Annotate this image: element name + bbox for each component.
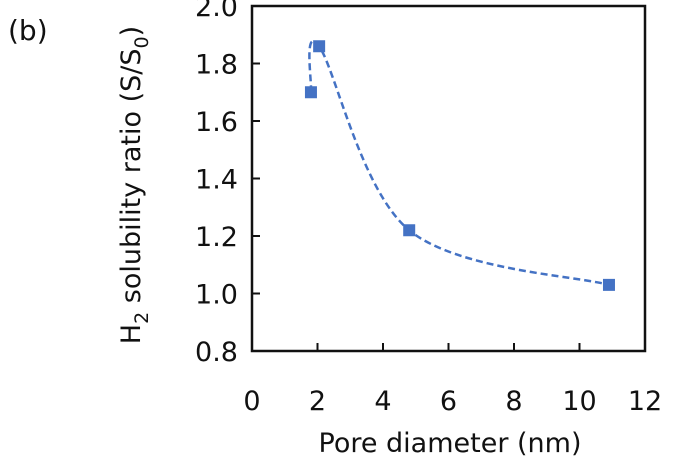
x-tick-label: 12 — [628, 386, 662, 417]
x-tick-label: 8 — [505, 386, 522, 417]
y-axis-title-middle: solubility ratio (S/S — [116, 48, 147, 311]
x-tick-label: 6 — [440, 386, 457, 417]
data-point — [313, 40, 326, 53]
y-axis-title-sub2: 0 — [131, 36, 153, 48]
y-tick-label: 1.4 — [195, 165, 238, 196]
x-tick-label: 10 — [562, 386, 596, 417]
y-axis-title: H2 solubility ratio (S/S0) — [116, 26, 153, 344]
data-point — [403, 224, 416, 237]
plot-frame — [250, 4, 647, 353]
x-tick-label: 2 — [309, 386, 326, 417]
y-axis-title-suffix: ) — [116, 26, 147, 37]
y-tick-label: 1.2 — [195, 222, 238, 253]
panel-label: (b) — [8, 14, 48, 47]
x-tick-label: 4 — [374, 386, 391, 417]
data-point — [602, 278, 615, 291]
x-axis-title: Pore diameter (nm) — [319, 428, 582, 459]
y-tick-label: 1.0 — [195, 280, 238, 311]
y-tick-label: 1.6 — [195, 107, 238, 138]
data-point — [304, 86, 317, 99]
x-tick-label: 0 — [243, 386, 260, 417]
y-axis-title-prefix: H — [116, 324, 147, 344]
y-axis-title-sub1: 2 — [131, 312, 153, 324]
series-line — [308, 40, 610, 287]
y-tick-label: 0.8 — [195, 337, 238, 368]
y-tick-label: 1.8 — [195, 50, 238, 81]
y-tick-label: 2.0 — [195, 0, 238, 23]
plot-area: 0 2 4 6 8 10 12 0.8 1.0 1.2 1.4 1.6 1.8 2.0 — [195, 0, 662, 417]
svg-text:H2 solubility ratio (S/S0): H2 solubility ratio (S/S0) — [116, 26, 153, 344]
